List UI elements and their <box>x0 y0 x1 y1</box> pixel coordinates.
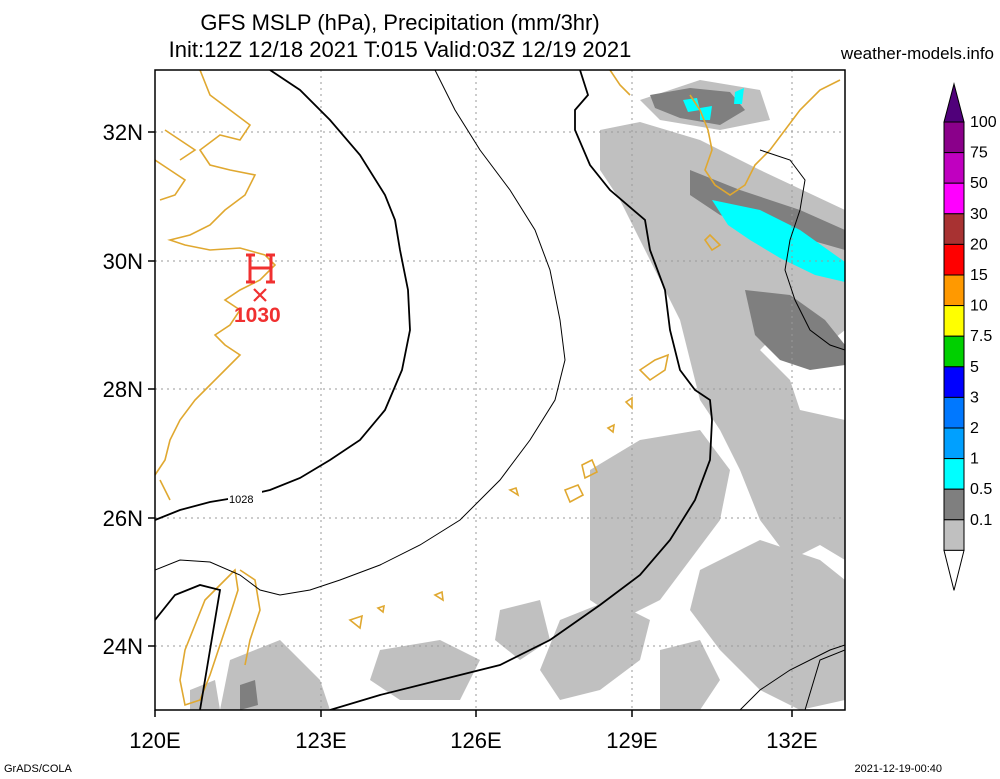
chart-subtitle: Init:12Z 12/18 2021 T:015 Valid:03Z 12/1… <box>168 37 632 62</box>
precip-light-area <box>540 600 650 700</box>
precip-light-area <box>495 600 550 660</box>
isobar-label-bg <box>228 491 262 505</box>
precip-1mm-area <box>734 88 744 104</box>
china-coastline <box>164 129 197 161</box>
map-frame <box>154 69 846 711</box>
precip-light-area <box>190 680 220 710</box>
lat-tick-label: 24N <box>103 634 143 659</box>
colorbar-swatch <box>943 121 965 154</box>
isobar <box>804 649 845 710</box>
colorbar-label: 7.5 <box>970 328 992 345</box>
colorbar-swatch <box>943 488 965 521</box>
colorbar-label: 50 <box>970 175 988 192</box>
axis-ticks <box>148 131 793 717</box>
lat-tick-label: 32N <box>103 120 143 145</box>
high-symbol <box>246 253 275 284</box>
colorbar-swatch <box>943 458 965 490</box>
coastline-layer <box>155 70 841 707</box>
colorbar-min-arrow <box>943 549 965 591</box>
precip-1mm-area <box>683 98 700 112</box>
island-coastline <box>563 483 585 504</box>
lon-tick-label: 126E <box>450 728 501 753</box>
lat-tick-label: 26N <box>103 506 143 531</box>
colorbar-label: 0.1 <box>970 512 992 529</box>
lon-tick-label: 132E <box>766 728 817 753</box>
precip-light-area <box>220 640 330 710</box>
colorbar-label: 1 <box>970 451 979 468</box>
taiwan-coastline <box>179 568 239 707</box>
high-pressure-value: 1030 <box>234 304 281 327</box>
island-coastline <box>624 396 633 410</box>
island-coastline <box>581 458 599 480</box>
island-coastline <box>348 614 364 630</box>
colorbar-swatch <box>943 274 965 307</box>
isobar <box>155 584 222 710</box>
colorbar-swatch <box>943 396 965 429</box>
colorbar-swatch <box>943 335 965 368</box>
isobar <box>155 70 566 596</box>
island-coastline <box>638 353 670 382</box>
colorbar-label: 3 <box>970 389 979 406</box>
colorbar-label: 5 <box>970 359 979 376</box>
colorbar-swatch <box>943 152 965 184</box>
coastline <box>703 233 722 252</box>
site-credit: weather-models.info <box>840 44 994 63</box>
colorbar-swatch <box>943 305 965 337</box>
coastline <box>159 479 171 501</box>
precip-medium-area <box>240 680 258 710</box>
lon-tick-label: 123E <box>295 728 346 753</box>
coastline <box>239 569 261 666</box>
chart-title: GFS MSLP (hPa), Precipitation (mm/3hr) <box>200 10 600 35</box>
lat-tick-label: 30N <box>103 249 143 274</box>
precip-medium-area <box>690 170 845 250</box>
lon-tick-label: 120E <box>129 728 180 753</box>
coastline <box>609 70 631 96</box>
colorbar: 100 75 50 30 20 15 10 7.5 5 3 2 1 0.5 0.1 <box>943 82 997 591</box>
precip-medium-area <box>745 290 845 370</box>
colorbar-swatch <box>943 182 965 215</box>
precip-1mm-area <box>712 200 845 282</box>
colorbar-label: 30 <box>970 206 988 223</box>
colorbar-swatch <box>943 213 965 245</box>
china-coastline <box>155 70 277 476</box>
precip-light-area <box>660 640 720 710</box>
china-coastline <box>155 159 187 201</box>
isobar <box>759 149 845 351</box>
colorbar-swatch <box>943 366 965 398</box>
colorbar-label: 75 <box>970 145 988 162</box>
lon-tick-label: 129E <box>606 728 657 753</box>
island-coastline <box>376 604 386 614</box>
colorbar-label: 0.5 <box>970 481 992 498</box>
island-coastline <box>508 486 520 497</box>
colorbar-label: 15 <box>970 267 988 284</box>
colorbar-label: 100 <box>970 114 997 131</box>
colorbar-swatch <box>943 243 965 276</box>
island-coastline <box>433 590 445 602</box>
isobar <box>155 70 411 521</box>
precip-light-area <box>690 540 845 710</box>
footer-timestamp: 2021-12-19-00:40 <box>854 763 942 775</box>
colorbar-swatch <box>943 427 965 460</box>
isobar-label: 1028 <box>229 494 253 506</box>
footer-credit: GrADS/COLA <box>4 763 72 775</box>
island-coastline <box>606 423 616 434</box>
precipitation-layer <box>190 80 845 710</box>
isobar <box>739 644 845 710</box>
colorbar-swatch <box>943 519 965 551</box>
kyushu-coastline <box>689 79 841 196</box>
high-pressure-center: 1030 <box>234 253 281 327</box>
colorbar-label: 10 <box>970 298 988 315</box>
colorbar-label: 20 <box>970 236 988 253</box>
colorbar-label: 2 <box>970 420 979 437</box>
isobar <box>329 70 713 710</box>
precip-light-area <box>590 430 730 620</box>
precip-light-area <box>370 640 480 700</box>
high-center-marker <box>253 288 267 302</box>
colorbar-max-arrow <box>943 82 965 123</box>
lat-tick-label: 28N <box>103 377 143 402</box>
